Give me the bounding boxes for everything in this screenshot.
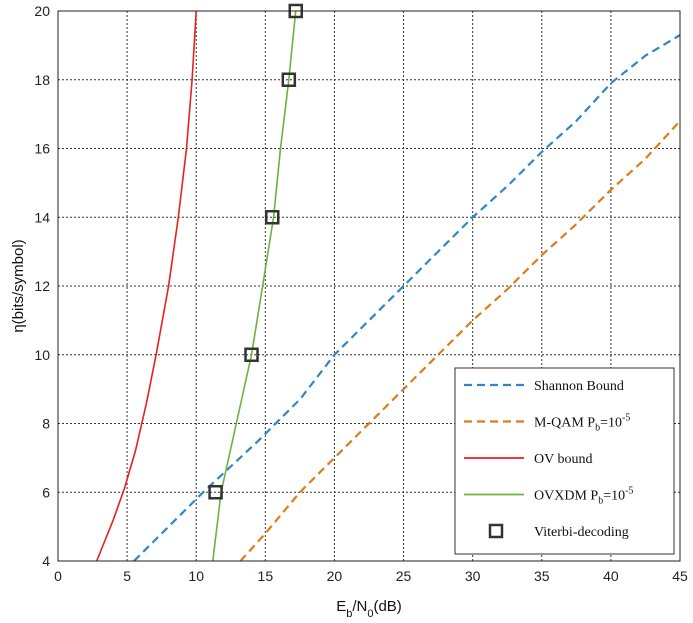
legend-label: Viterbi-decoding [534,525,629,540]
y-tick-label: 8 [42,416,50,432]
x-tick-label: 10 [188,568,204,584]
y-tick-label: 4 [42,553,50,569]
y-tick-label: 6 [42,484,50,500]
x-tick-label: 30 [465,568,481,584]
x-label-db: (dB) [373,598,401,615]
x-label-0: 0 [367,608,373,620]
series-ovxdm-p-b-10-5 [212,10,297,562]
x-label-b: b [346,608,352,620]
x-tick-label: 40 [603,568,619,584]
plot-frame [57,10,681,562]
x-tick-label: 25 [396,568,412,584]
y-axis-label: η(bits/symbol) [10,239,27,332]
viterbi-marker [208,485,223,500]
x-tick-label: 20 [327,568,343,584]
legend-label: OVXDM Pb=10-5 [534,486,633,507]
viterbi-marker [281,72,297,87]
x-tick-label: 0 [54,568,62,584]
x-axis-label: Eb/N0(dB) [336,598,402,620]
legend-label: Shannon Bound [534,379,624,394]
x-tick-label: 35 [534,568,550,584]
series-layer [95,3,681,562]
y-tick-label: 16 [34,141,50,157]
legend-label: M-QAM Pb=10-5 [534,413,630,434]
y-tick-label: 12 [34,278,50,294]
series-shannon-bound [133,34,681,562]
x-tick-labels: 0 5 10 15 20 25 30 35 40 45 [54,568,688,584]
series-m-qam-p-b-10-5 [239,120,681,562]
series-ov-bound [95,10,197,562]
x-tick-label: 45 [672,568,688,584]
viterbi-marker [264,210,280,225]
x-label-slash: /N [352,598,367,615]
legend: Shannon Bound M-QAM Pb=10-5 OV bound OVXDM … [454,367,675,555]
y-tick-label: 14 [34,209,50,225]
legend-box [454,367,675,555]
legend-marker [488,523,504,539]
legend-label: OV bound [534,452,592,467]
x-tick-label: 5 [123,568,131,584]
viterbi-marker [244,347,259,362]
y-tick-label: 10 [34,347,50,363]
x-label-e: E [336,598,346,615]
y-tick-label: 20 [34,3,50,19]
y-tick-labels: 4 6 8 10 12 14 16 18 20 [34,3,50,569]
x-tick-label: 15 [258,568,274,584]
y-tick-label: 18 [34,72,50,88]
